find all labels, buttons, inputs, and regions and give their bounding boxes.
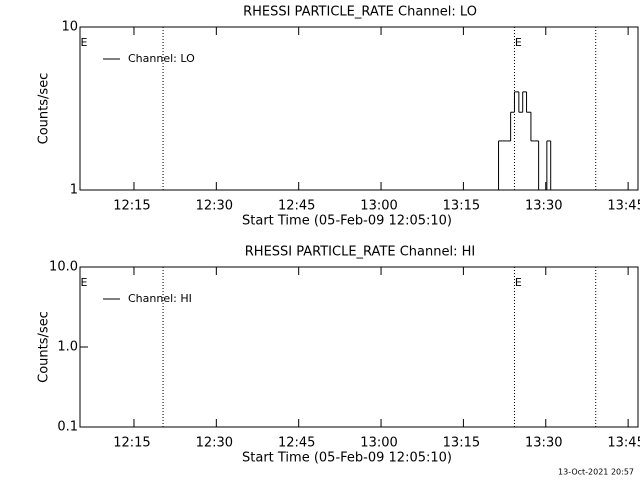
x-tick-label: 12:30 (196, 436, 233, 451)
y-axis-label: Counts/sec (37, 311, 52, 383)
x-tick-label: 12:45 (278, 436, 315, 451)
x-tick-label: 13:45 (607, 199, 640, 214)
y-tick-label: 0.1 (57, 420, 78, 435)
x-tick-label: 13:00 (360, 436, 397, 451)
y-axis-label: Counts/sec (37, 73, 52, 145)
y-tick-label: 1 (70, 183, 78, 198)
x-tick-label: 13:00 (360, 199, 397, 214)
x-tick-label: 12:45 (278, 199, 315, 214)
x-tick-label: 13:15 (443, 436, 480, 451)
x-axis-label: Start Time (05-Feb-09 12:05:10) (242, 214, 452, 229)
annotation: E (81, 276, 88, 289)
y-tick-label: 1.0 (57, 340, 78, 355)
x-tick-label: 13:30 (525, 436, 562, 451)
legend-label: Channel: HI (128, 292, 192, 305)
annotation: E (515, 276, 522, 289)
x-tick-label: 13:30 (525, 199, 562, 214)
x-tick-label: 13:15 (443, 199, 480, 214)
x-tick-label: 13:45 (607, 436, 640, 451)
chart-title: RHESSI PARTICLE_RATE Channel: HI (245, 245, 475, 260)
x-tick-label: 12:15 (113, 199, 150, 214)
y-tick-label: 10.0 (49, 260, 78, 275)
legend-label: Channel: LO (128, 52, 195, 65)
annotation: E (81, 36, 88, 49)
x-tick-label: 12:15 (113, 436, 150, 451)
plot-frame (79, 266, 639, 428)
footer: 13-Oct-2021 20:57 (558, 468, 634, 477)
plot-frame (79, 26, 639, 191)
annotation: E (515, 36, 522, 49)
x-axis-label: Start Time (05-Feb-09 12:05:10) (242, 451, 452, 466)
chart-title: RHESSI PARTICLE_RATE Channel: LO (243, 5, 477, 20)
x-tick-label: 12:30 (196, 199, 233, 214)
y-tick-label: 10 (61, 20, 78, 35)
